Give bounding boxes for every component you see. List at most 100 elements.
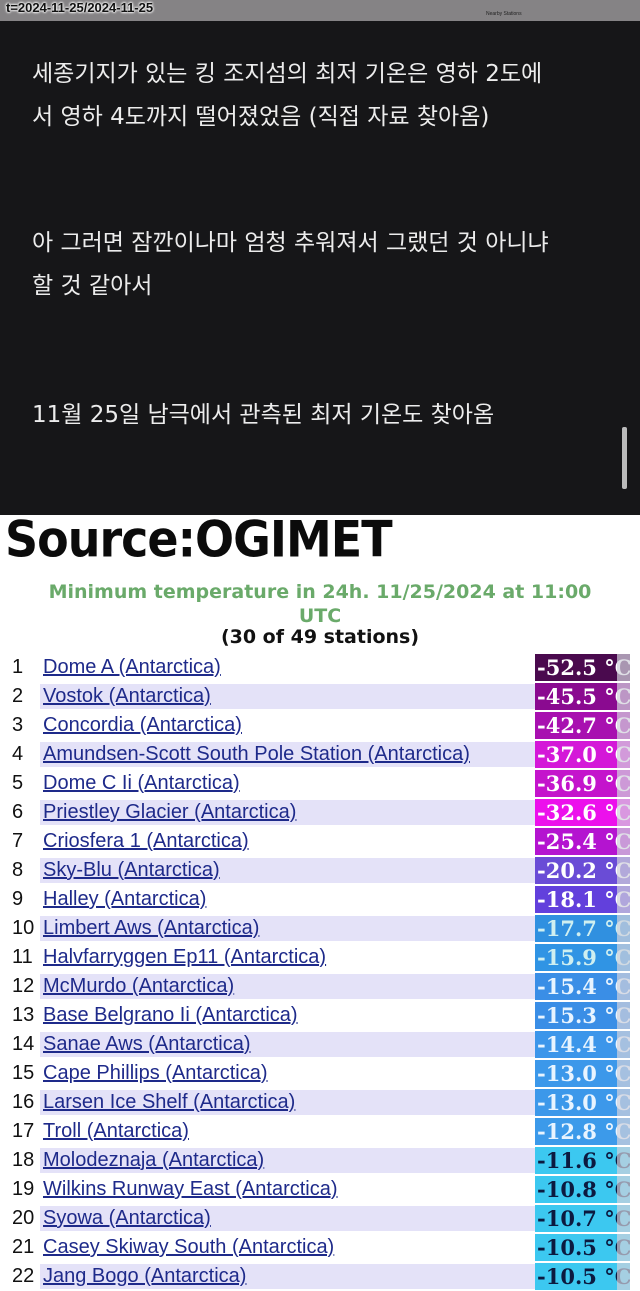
text-line: 아 그러면 잠깐이나마 엄청 추워져서 그랬던 것 아니냐 (32, 230, 549, 256)
rank: 22 (12, 1265, 35, 1287)
rank: 7 (12, 830, 24, 852)
rank: 4 (12, 743, 24, 765)
cell-overlay (617, 1147, 630, 1174)
temperature-value: -11.6 (537, 1148, 597, 1173)
post-paragraph-3: 11월 25일 남극에서 관측된 최저 기온도 찾아옴 (32, 394, 494, 437)
table-row: 4 Amundsen-Scott South Pole Station (Anta… (0, 740, 640, 769)
station-link[interactable]: Limbert Aws (Antarctica) (43, 917, 260, 939)
station-link[interactable]: Base Belgrano Ii (Antarctica) (43, 1004, 298, 1026)
rank: 1 (12, 656, 24, 678)
station-link[interactable]: Dome A (Antarctica) (43, 656, 221, 678)
scrollbar[interactable] (622, 427, 627, 489)
cell-overlay (617, 1263, 630, 1290)
rank: 5 (12, 772, 24, 794)
station-link[interactable]: Wilkins Runway East (Antarctica) (43, 1178, 338, 1200)
table-row: 17 Troll (Antarctica) -12.8 °C (0, 1117, 640, 1146)
temperature-cell: -10.5 °C (535, 1234, 630, 1261)
cell-overlay (617, 654, 630, 681)
station-link[interactable]: Criosfera 1 (Antarctica) (43, 830, 249, 852)
cell-overlay (617, 886, 630, 913)
temperature-value: -12.8 (537, 1119, 597, 1144)
temperature-cell: -17.7 °C (535, 915, 630, 942)
temperature-value: -14.4 (537, 1032, 597, 1057)
station-link[interactable]: Halley (Antarctica) (43, 888, 207, 910)
station-link[interactable]: Dome C Ii (Antarctica) (43, 772, 240, 794)
station-link[interactable]: Molodeznaja (Antarctica) (43, 1149, 265, 1171)
row-background (40, 684, 535, 709)
temperature-value: -10.8 (537, 1177, 597, 1202)
rank: 14 (12, 1033, 35, 1055)
temperature-value: -36.9 (537, 771, 597, 796)
temperature-value: -15.4 (537, 974, 597, 999)
post-paragraph-2: 아 그러면 잠깐이나마 엄청 추워져서 그랬던 것 아니냐 할 것 같아서 (32, 222, 549, 308)
temperature-cell: -13.0 °C (535, 1089, 630, 1116)
rank: 12 (12, 975, 35, 997)
temperature-value: -10.7 (537, 1206, 597, 1231)
temperature-value: -13.0 (537, 1061, 597, 1086)
rank: 20 (12, 1207, 35, 1229)
table-caption: Minimum temperature in 24h. 11/25/2024 a… (0, 580, 640, 628)
temperature-value: -25.4 (537, 829, 597, 854)
temperature-value: -45.5 (537, 684, 597, 709)
cell-overlay (617, 1234, 630, 1261)
table-row: 1 Dome A (Antarctica) -52.5 °C (0, 653, 640, 682)
screenshot-header-strip: t=2024-11-25/2024-11-25 Nearby Stations (0, 0, 640, 21)
table-row: 12 McMurdo (Antarctica) -15.4 °C (0, 972, 640, 1001)
station-table: 1 Dome A (Antarctica) -52.5 °C 2 Vostok (Ant… (0, 653, 640, 1291)
table-row: 18 Molodeznaja (Antarctica) -11.6 °C (0, 1146, 640, 1175)
table-row: 8 Sky-Blu (Antarctica) -20.2 °C (0, 856, 640, 885)
rank: 18 (12, 1149, 35, 1171)
table-row: 5 Dome C Ii (Antarctica) -36.9 °C (0, 769, 640, 798)
temperature-cell: -18.1 °C (535, 886, 630, 913)
station-link[interactable]: Halvfarryggen Ep11 (Antarctica) (43, 946, 327, 968)
temperature-cell: -20.2 °C (535, 857, 630, 884)
rank: 15 (12, 1062, 35, 1084)
table-row: 13 Base Belgrano Ii (Antarctica) -15.3 °C (0, 1001, 640, 1030)
station-link[interactable]: McMurdo (Antarctica) (43, 975, 235, 997)
station-link[interactable]: Jang Bogo (Antarctica) (43, 1265, 247, 1287)
station-link[interactable]: Sky-Blu (Antarctica) (43, 859, 220, 881)
row-background (40, 1032, 535, 1057)
temperature-value: -15.3 (537, 1003, 597, 1028)
temperature-value: -52.5 (537, 655, 597, 680)
station-link[interactable]: Priestley Glacier (Antarctica) (43, 801, 297, 823)
station-link[interactable]: Troll (Antarctica) (43, 1120, 189, 1142)
cell-overlay (617, 915, 630, 942)
table-row: 22 Jang Bogo (Antarctica) -10.5 °C (0, 1262, 640, 1291)
station-link[interactable]: Amundsen-Scott South Pole Station (Antar… (43, 743, 470, 765)
cell-overlay (617, 799, 630, 826)
rank: 21 (12, 1236, 35, 1258)
station-link[interactable]: Concordia (Antarctica) (43, 714, 242, 736)
station-link[interactable]: Syowa (Antarctica) (43, 1207, 211, 1229)
rank: 8 (12, 859, 24, 881)
temperature-cell: -11.6 °C (535, 1147, 630, 1174)
temperature-cell: -32.6 °C (535, 799, 630, 826)
cell-overlay (617, 973, 630, 1000)
temperature-cell: -37.0 °C (535, 741, 630, 768)
rank: 9 (12, 888, 24, 910)
temperature-cell: -36.9 °C (535, 770, 630, 797)
row-background (40, 742, 535, 767)
station-link[interactable]: Casey Skiway South (Antarctica) (43, 1236, 335, 1258)
table-row: 20 Syowa (Antarctica) -10.7 °C (0, 1204, 640, 1233)
temperature-value: -17.7 (537, 916, 597, 941)
rank: 16 (12, 1091, 35, 1113)
cell-overlay (617, 1089, 630, 1116)
temperature-value: -10.5 (537, 1264, 597, 1289)
station-link[interactable]: Larsen Ice Shelf (Antarctica) (43, 1091, 296, 1113)
row-background (40, 916, 535, 941)
station-link[interactable]: Sanae Aws (Antarctica) (43, 1033, 251, 1055)
temperature-cell: -42.7 °C (535, 712, 630, 739)
station-link[interactable]: Cape Phillips (Antarctica) (43, 1062, 268, 1084)
temperature-value: -13.0 (537, 1090, 597, 1115)
rank: 19 (12, 1178, 35, 1200)
table-row: 16 Larsen Ice Shelf (Antarctica) -13.0 °C (0, 1088, 640, 1117)
table-row: 15 Cape Phillips (Antarctica) -13.0 °C (0, 1059, 640, 1088)
cell-overlay (617, 683, 630, 710)
station-count: (30 of 49 stations) (220, 626, 420, 648)
temperature-cell: -45.5 °C (535, 683, 630, 710)
cell-overlay (617, 1060, 630, 1087)
temperature-cell: -15.3 °C (535, 1002, 630, 1029)
station-link[interactable]: Vostok (Antarctica) (43, 685, 211, 707)
table-row: 19 Wilkins Runway East (Antarctica) -10.8 … (0, 1175, 640, 1204)
